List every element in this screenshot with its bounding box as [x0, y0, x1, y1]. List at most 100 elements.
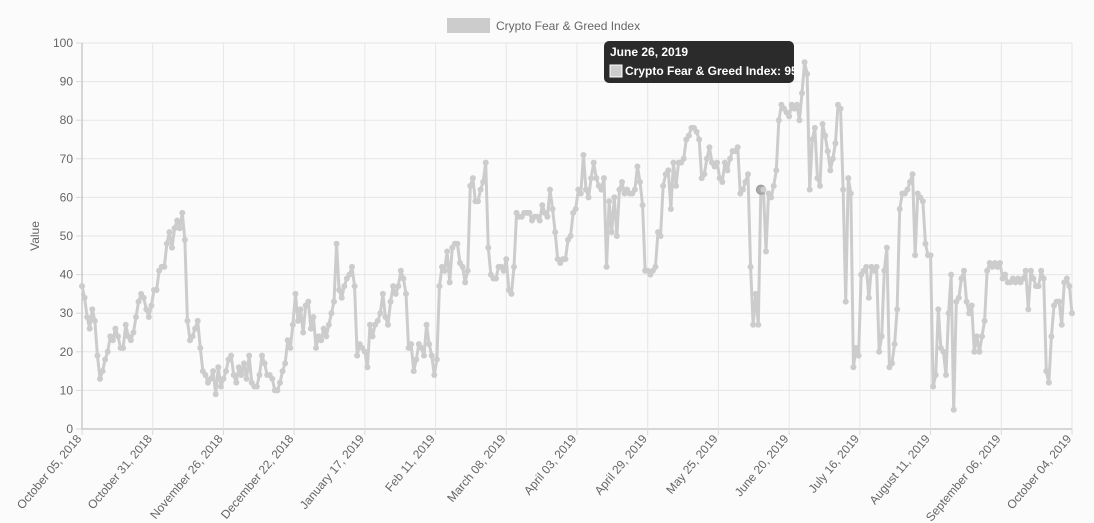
- data-point[interactable]: [829, 155, 836, 162]
- data-point[interactable]: [927, 252, 934, 259]
- data-point[interactable]: [840, 186, 847, 193]
- data-point[interactable]: [385, 321, 391, 328]
- data-point[interactable]: [295, 317, 301, 324]
- data-point[interactable]: [163, 240, 170, 247]
- data-point[interactable]: [235, 364, 242, 371]
- data-point[interactable]: [112, 325, 119, 332]
- data-point[interactable]: [446, 279, 453, 286]
- data-point[interactable]: [616, 186, 623, 193]
- data-point[interactable]: [364, 364, 371, 371]
- data-point[interactable]: [580, 151, 587, 158]
- data-point[interactable]: [351, 283, 358, 290]
- data-point[interactable]: [243, 375, 250, 382]
- data-point[interactable]: [832, 140, 839, 147]
- data-point[interactable]: [81, 294, 88, 301]
- data-point[interactable]: [786, 113, 793, 120]
- data-point[interactable]: [282, 360, 289, 367]
- data-point[interactable]: [1027, 267, 1034, 274]
- data-point[interactable]: [346, 271, 353, 278]
- data-point[interactable]: [608, 229, 615, 236]
- data-point[interactable]: [922, 240, 929, 247]
- data-point[interactable]: [894, 306, 901, 313]
- data-point[interactable]: [143, 306, 150, 313]
- data-point[interactable]: [706, 144, 713, 151]
- data-point[interactable]: [390, 283, 397, 290]
- data-point[interactable]: [238, 371, 245, 378]
- data-point[interactable]: [639, 202, 646, 209]
- data-point[interactable]: [948, 271, 955, 278]
- data-point[interactable]: [503, 256, 510, 263]
- data-point[interactable]: [819, 121, 826, 128]
- data-point[interactable]: [331, 298, 337, 305]
- data-point[interactable]: [477, 186, 484, 193]
- data-point[interactable]: [824, 148, 831, 155]
- data-point[interactable]: [652, 263, 659, 270]
- data-point[interactable]: [284, 337, 291, 344]
- data-point[interactable]: [400, 275, 407, 282]
- data-point[interactable]: [865, 294, 872, 301]
- data-point[interactable]: [721, 159, 728, 166]
- data-point[interactable]: [86, 325, 93, 332]
- data-point[interactable]: [793, 101, 800, 108]
- data-point[interactable]: [680, 155, 687, 162]
- data-point[interactable]: [971, 348, 978, 355]
- data-point[interactable]: [701, 171, 708, 178]
- data-point[interactable]: [148, 302, 155, 309]
- data-point[interactable]: [755, 321, 762, 328]
- data-point[interactable]: [246, 352, 253, 359]
- data-point[interactable]: [881, 267, 888, 274]
- data-point[interactable]: [745, 171, 751, 178]
- data-point[interactable]: [431, 371, 438, 378]
- data-point[interactable]: [724, 167, 731, 174]
- data-point[interactable]: [120, 344, 127, 351]
- data-point[interactable]: [1022, 267, 1029, 274]
- data-point[interactable]: [1045, 379, 1052, 386]
- data-point[interactable]: [433, 356, 440, 363]
- data-point[interactable]: [1020, 275, 1027, 282]
- data-point[interactable]: [233, 379, 240, 386]
- data-point[interactable]: [552, 229, 559, 236]
- data-point[interactable]: [493, 275, 499, 282]
- data-point[interactable]: [950, 406, 957, 413]
- data-point[interactable]: [369, 333, 376, 340]
- data-point[interactable]: [909, 171, 916, 178]
- data-point[interactable]: [480, 178, 487, 185]
- data-point[interactable]: [210, 368, 217, 375]
- data-point[interactable]: [323, 333, 330, 340]
- data-point[interactable]: [919, 198, 926, 205]
- data-point[interactable]: [469, 175, 476, 182]
- data-point[interactable]: [418, 344, 425, 351]
- data-point[interactable]: [511, 263, 517, 270]
- data-point[interactable]: [310, 314, 317, 321]
- data-point[interactable]: [145, 314, 152, 321]
- data-point[interactable]: [89, 306, 96, 313]
- data-point[interactable]: [256, 371, 263, 378]
- data-point[interactable]: [161, 263, 168, 270]
- data-point[interactable]: [1002, 271, 1009, 278]
- data-point[interactable]: [333, 240, 340, 247]
- data-point[interactable]: [539, 202, 546, 209]
- data-point[interactable]: [1038, 267, 1045, 274]
- data-point[interactable]: [392, 290, 399, 297]
- data-point[interactable]: [768, 194, 775, 201]
- data-point[interactable]: [747, 263, 754, 270]
- data-point[interactable]: [714, 159, 721, 166]
- data-point[interactable]: [421, 352, 427, 359]
- data-point[interactable]: [1025, 306, 1032, 313]
- data-point[interactable]: [115, 333, 121, 340]
- data-point[interactable]: [464, 267, 471, 274]
- data-point[interactable]: [876, 348, 883, 355]
- data-point[interactable]: [336, 287, 343, 294]
- data-point[interactable]: [606, 198, 613, 205]
- data-point[interactable]: [660, 182, 667, 189]
- data-point[interactable]: [696, 136, 703, 143]
- data-point[interactable]: [320, 325, 327, 332]
- data-point[interactable]: [379, 290, 386, 297]
- data-point[interactable]: [482, 159, 489, 166]
- data-point[interactable]: [109, 337, 116, 344]
- data-point[interactable]: [526, 209, 533, 216]
- data-point[interactable]: [973, 333, 980, 340]
- data-point[interactable]: [742, 178, 749, 185]
- data-point[interactable]: [665, 167, 672, 174]
- data-point[interactable]: [382, 314, 389, 321]
